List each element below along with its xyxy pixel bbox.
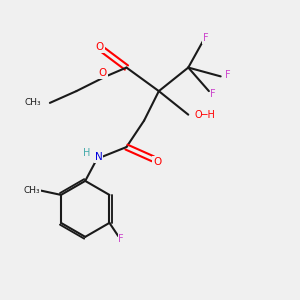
Text: CH₃: CH₃	[23, 186, 40, 195]
Text: F: F	[118, 234, 124, 244]
Text: CH₃: CH₃	[24, 98, 41, 107]
Text: N: N	[94, 152, 102, 162]
Text: F: F	[211, 89, 216, 99]
Text: O: O	[99, 68, 107, 78]
Text: O: O	[96, 42, 104, 52]
Text: F: F	[225, 70, 231, 80]
Text: O─H: O─H	[194, 110, 215, 120]
Text: O: O	[153, 157, 161, 167]
Text: H: H	[83, 148, 90, 158]
Text: F: F	[203, 33, 209, 43]
